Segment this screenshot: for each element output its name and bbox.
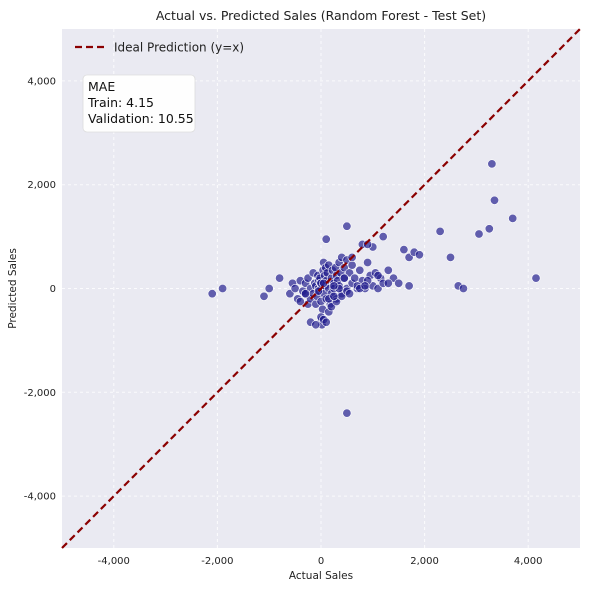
y-tick-label: -2,000 [24,388,56,399]
data-point [347,260,357,270]
ideal-prediction-line [61,28,581,549]
data-point [339,273,349,283]
data-point [373,270,383,280]
data-point [383,278,393,288]
data-point [321,234,331,244]
mae-annotation-background [82,74,196,133]
data-point [394,278,404,288]
x-axis-label: Actual Sales [289,570,353,582]
legend: Ideal Prediction (y=x) [75,41,244,55]
data-point [311,320,321,330]
x-tick-label: 4,000 [514,556,543,567]
data-point [295,296,305,306]
data-point [383,265,393,275]
data-point [445,252,455,262]
y-tick-labels: -4,000 -2,000 0 2,000 4,000 [24,76,56,502]
data-point [435,226,445,236]
data-point [363,257,373,267]
data-point [329,291,339,301]
data-point [259,291,269,301]
data-point [487,159,497,169]
data-point [319,278,329,288]
x-tick-label: -2,000 [201,556,233,567]
mae-annotation-box: MAE Train: 4.15 Validation: 10.55 [82,74,196,133]
data-point [414,250,424,260]
data-point [264,283,274,293]
legend-label-ideal-line: Ideal Prediction (y=x) [114,41,244,55]
x-tick-label: 2,000 [410,556,439,567]
mae-annotation-train: Train: 4.15 [87,95,154,110]
x-tick-label: 0 [318,556,324,567]
mae-annotation-validation: Validation: 10.55 [88,111,194,126]
data-point [275,273,285,283]
data-point [207,289,217,299]
data-point [399,245,409,255]
data-point [350,273,360,283]
data-point [458,283,468,293]
data-point [321,317,331,327]
y-tick-label: 4,000 [27,76,56,87]
mae-annotation-heading: MAE [88,79,115,94]
y-tick-label: 0 [50,284,56,295]
x-tick-labels: -4,000 -2,000 0 2,000 4,000 [98,556,543,567]
data-point [360,281,370,291]
data-point [474,229,484,239]
data-point [344,289,354,299]
data-points [207,159,541,418]
y-tick-label: 2,000 [27,180,56,191]
data-point [404,281,414,291]
data-point [218,283,228,293]
y-axis-label: Predicted Sales [7,248,19,329]
data-point [290,283,300,293]
y-tick-label: -4,000 [24,492,56,503]
data-point [484,224,494,234]
data-point [508,213,518,223]
data-point [342,221,352,231]
data-point [300,289,310,299]
data-point [378,232,388,242]
chart-title: Actual vs. Predicted Sales (Random Fores… [156,8,486,23]
data-point [342,408,352,418]
data-point [329,281,339,291]
data-point [531,273,541,283]
data-point [363,239,373,249]
data-point [489,195,499,205]
data-point [355,265,365,275]
x-tick-label: -4,000 [98,556,130,567]
